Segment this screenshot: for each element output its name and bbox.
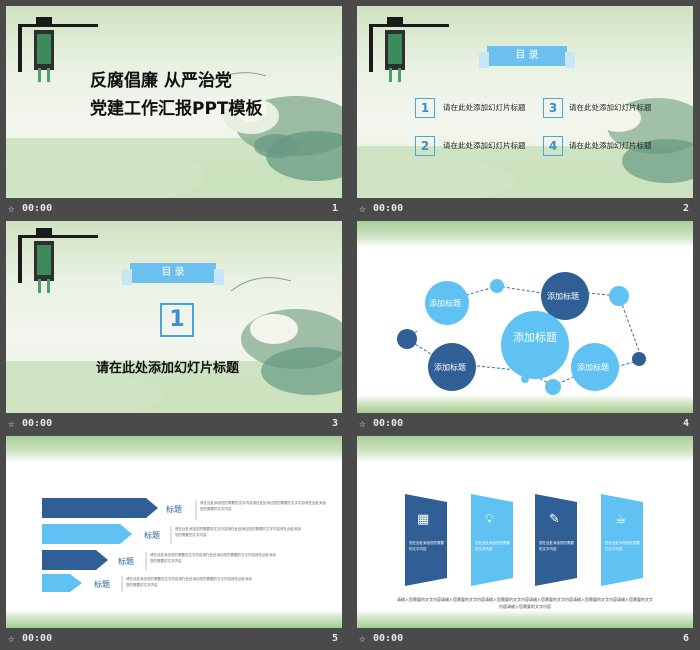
slide-1-title-line2: 党建工作汇报PPT模板 bbox=[90, 99, 263, 119]
slide-3-footer: ☆ 00:00 3 bbox=[6, 413, 342, 435]
section-banner: 目 录 bbox=[122, 263, 224, 285]
slide-2-footer: ☆ 00:00 2 bbox=[357, 198, 693, 220]
slide-number: 1 bbox=[331, 203, 338, 214]
seal-lian-icon bbox=[369, 17, 449, 82]
arrow-desc-4: 请在此处添加您的需要的文字内容请在此处添加您的需要的文字内容请在此处添加您的需要… bbox=[126, 577, 252, 587]
slide-thumbnail-3[interactable]: 目 录 1 请在此处添加幻灯片标题 ☆ 00:00 3 bbox=[6, 221, 342, 435]
four-card-diagram bbox=[405, 494, 643, 586]
animation-star-icon: ☆ bbox=[359, 417, 366, 430]
card-4-cup-icon: ☕︎ bbox=[615, 512, 627, 527]
toc-number-3: 3 bbox=[543, 98, 563, 118]
top-gradient-band bbox=[6, 436, 342, 462]
toc-item-2: 请在此处添加幻灯片标题 bbox=[443, 141, 526, 150]
slide-6-canvas: ▦ 💡︎ ✎ ☕︎ 您在此处添加您的需要的文字内容 您在此处添加您的需要的文字内… bbox=[357, 436, 693, 628]
bottom-gradient-band bbox=[357, 610, 693, 628]
slide-thumbnail-6[interactable]: ▦ 💡︎ ✎ ☕︎ 您在此处添加您的需要的文字内容 您在此处添加您的需要的文字内… bbox=[357, 436, 693, 650]
slide-time: 00:00 bbox=[373, 418, 404, 429]
toc-item-4: 请在此处添加幻灯片标题 bbox=[569, 141, 652, 150]
section-heading: 请在此处添加幻灯片标题 bbox=[96, 361, 240, 376]
arrow-label-1: 标题 bbox=[166, 505, 182, 514]
slide-5-footer: ☆ 00:00 5 bbox=[6, 628, 342, 650]
section-number: 1 bbox=[160, 303, 194, 337]
card-2-text: 您在此处添加您的需要的文字内容 bbox=[475, 541, 510, 551]
card-4-text: 您在此处添加您的需要的文字内容 bbox=[605, 541, 640, 551]
slide-1-canvas: 反腐倡廉 从严治党 党建工作汇报PPT模板 bbox=[6, 6, 342, 198]
slide-6-footer: ☆ 00:00 6 bbox=[357, 628, 693, 650]
lotus-decoration-icon bbox=[6, 277, 342, 413]
card-1-calculator-icon: ▦ bbox=[417, 512, 430, 527]
slide-5-canvas: 标题 标题 标题 标题 请在此处添加您的需要的文字内容请在此处添加您的需要的文字… bbox=[6, 436, 342, 628]
slide-1-footer: ☆ 00:00 1 bbox=[6, 198, 342, 220]
slide-3-canvas: 目 录 1 请在此处添加幻灯片标题 bbox=[6, 221, 342, 413]
arrow-desc-2: 请在此处添加您的需要的文字内容请在此处添加您的需要的文字内容请在此处添加您的需要… bbox=[175, 527, 301, 537]
card-1-text: 您在此处添加您的需要的文字内容 bbox=[409, 541, 444, 551]
toc-item-1: 请在此处添加幻灯片标题 bbox=[443, 103, 526, 112]
animation-star-icon: ☆ bbox=[8, 202, 15, 215]
bottom-gradient-band bbox=[357, 395, 693, 413]
slide-time: 00:00 bbox=[373, 203, 404, 214]
animation-star-icon: ☆ bbox=[359, 202, 366, 215]
animation-star-icon: ☆ bbox=[8, 632, 15, 645]
toc-number-4: 4 bbox=[543, 136, 563, 156]
card-3-pencil-icon: ✎ bbox=[549, 512, 560, 527]
center-node-text: 添加标题 bbox=[513, 331, 557, 344]
animation-star-icon: ☆ bbox=[8, 417, 15, 430]
slide-thumbnail-2[interactable]: 目 录 1 请在此处添加幻灯片标题 2 请在此处添加幻灯片标题 3 请在此处添加… bbox=[357, 6, 693, 220]
arrow-desc-3: 请在此处添加您的需要的文字内容请在此处添加您的需要的文字内容请在此处添加您的需要… bbox=[150, 553, 276, 563]
toc-banner: 目 录 bbox=[479, 46, 575, 68]
circle-network-diagram bbox=[397, 272, 646, 395]
arrow-list-diagram bbox=[42, 498, 197, 592]
slide-time: 00:00 bbox=[22, 418, 53, 429]
node-label-1: 添加标题 bbox=[429, 299, 461, 308]
lotus-decoration-icon bbox=[6, 72, 342, 198]
node-label-4: 添加标题 bbox=[577, 363, 609, 372]
slide-number: 3 bbox=[331, 418, 338, 429]
lotus-decoration-icon bbox=[357, 98, 693, 198]
top-gradient-band bbox=[357, 221, 693, 247]
slide-thumbnail-1[interactable]: 反腐倡廉 从严治党 党建工作汇报PPT模板 ☆ 00:00 1 bbox=[6, 6, 342, 220]
slide-time: 00:00 bbox=[22, 633, 53, 644]
node-label-2: 添加标题 bbox=[547, 292, 579, 301]
toc-item-3: 请在此处添加幻灯片标题 bbox=[569, 103, 652, 112]
card-2-bulb-icon: 💡︎ bbox=[485, 512, 495, 527]
slide-number: 5 bbox=[331, 633, 338, 644]
seal-lian-icon bbox=[18, 228, 98, 293]
slide-time: 00:00 bbox=[373, 633, 404, 644]
center-node-label: 添加标题 bbox=[513, 331, 557, 345]
slide-4-canvas: 添加标题 添加标题 添加标题 添加标题 添加标题 bbox=[357, 221, 693, 413]
slide-2-canvas: 目 录 1 请在此处添加幻灯片标题 2 请在此处添加幻灯片标题 3 请在此处添加… bbox=[357, 6, 693, 198]
arrow-label-2: 标题 bbox=[144, 531, 160, 540]
toc-number-1: 1 bbox=[415, 98, 435, 118]
card-3-text: 您在此处添加您的需要的文字内容 bbox=[539, 541, 574, 551]
slide-number: 2 bbox=[682, 203, 689, 214]
slide-time: 00:00 bbox=[22, 203, 53, 214]
toc-number-2: 2 bbox=[415, 136, 435, 156]
arrow-label-3: 标题 bbox=[118, 557, 134, 566]
seal-lian-icon bbox=[18, 17, 98, 82]
arrow-desc-1: 请在此处添加您的需要的文字内容请在此处添加您的需要的文字内容请在此处添加您的需要… bbox=[200, 501, 326, 511]
slide-number: 4 bbox=[682, 418, 689, 429]
slide-thumbnail-4[interactable]: 添加标题 添加标题 添加标题 添加标题 添加标题 ☆ 00:00 4 bbox=[357, 221, 693, 435]
node-label-3: 添加标题 bbox=[434, 363, 466, 372]
top-gradient-band bbox=[357, 436, 693, 462]
arrow-label-4: 标题 bbox=[94, 580, 110, 589]
slide-thumbnail-5[interactable]: 标题 标题 标题 标题 请在此处添加您的需要的文字内容请在此处添加您的需要的文字… bbox=[6, 436, 342, 650]
slide-4-footer: ☆ 00:00 4 bbox=[357, 413, 693, 435]
animation-star-icon: ☆ bbox=[359, 632, 366, 645]
bottom-gradient-band bbox=[6, 610, 342, 628]
slide-number: 6 bbox=[682, 633, 689, 644]
slide-1-title-line1: 反腐倡廉 从严治党 bbox=[90, 71, 232, 91]
slide-6-footer-text: 请输入您需要的文字内容请输入您需要的文字内容请输入您需要的文字内容请输入您需要的… bbox=[397, 597, 653, 609]
